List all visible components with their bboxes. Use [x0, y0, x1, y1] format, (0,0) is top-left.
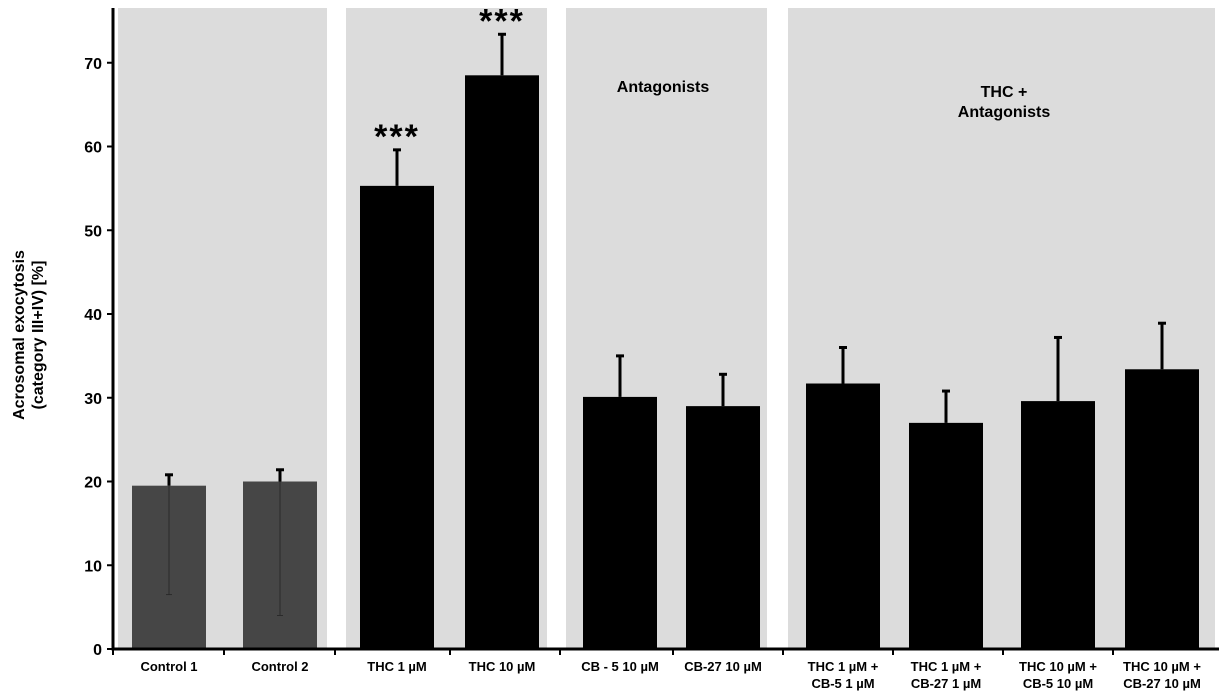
y-tick-label: 60: [84, 140, 102, 157]
significance-label: ***: [479, 2, 525, 40]
labels: Antagonists THC + Antagonists Control 1 Cont…: [11, 2, 1201, 691]
y-axis-label: (category III+IV) [%]: [30, 261, 47, 410]
category-label: CB-27 10 µM: [1123, 676, 1201, 691]
y-tick-label: 10: [84, 558, 102, 575]
bar: [465, 75, 539, 649]
category-label: Control 2: [251, 659, 308, 674]
category-label: CB-5 10 µM: [1023, 676, 1093, 691]
category-label: CB-27 10 µM: [684, 659, 762, 674]
category-label: Control 1: [140, 659, 197, 674]
error-bars: [165, 32, 1166, 616]
y-tick-label: 20: [84, 475, 102, 492]
category-label: CB-27 1 µM: [911, 676, 981, 691]
category-label: CB - 5 10 µM: [581, 659, 659, 674]
significance-label: ***: [374, 118, 420, 156]
y-tick-label: 50: [84, 223, 102, 240]
group-label: THC +: [981, 84, 1028, 101]
category-label: THC 1 µM +: [808, 659, 879, 674]
y-tick-label: 40: [84, 307, 102, 324]
bar: [686, 406, 760, 649]
category-label: THC 10 µM +: [1123, 659, 1201, 674]
bar: [1021, 401, 1095, 649]
y-axis-label: Acrosomal exocytosis: [11, 250, 28, 420]
bar: [583, 396, 657, 649]
bar: [1125, 369, 1199, 649]
group-label: Antagonists: [617, 79, 710, 96]
bars: [132, 75, 1199, 650]
y-tick-label: 30: [84, 391, 102, 408]
bar: [806, 383, 880, 649]
y-tick-label: 70: [84, 56, 102, 73]
bar: [909, 422, 983, 649]
category-label: CB-5 1 µM: [811, 676, 874, 691]
bar: [360, 185, 434, 650]
axes: [107, 8, 1219, 655]
category-label: THC 10 µM +: [1019, 659, 1097, 674]
category-label: THC 10 µM: [469, 659, 536, 674]
y-tick-label: 0: [93, 642, 102, 659]
category-label: THC 1 µM +: [911, 659, 982, 674]
category-label: THC 1 µM: [367, 659, 427, 674]
group-label: Antagonists: [958, 104, 1051, 121]
